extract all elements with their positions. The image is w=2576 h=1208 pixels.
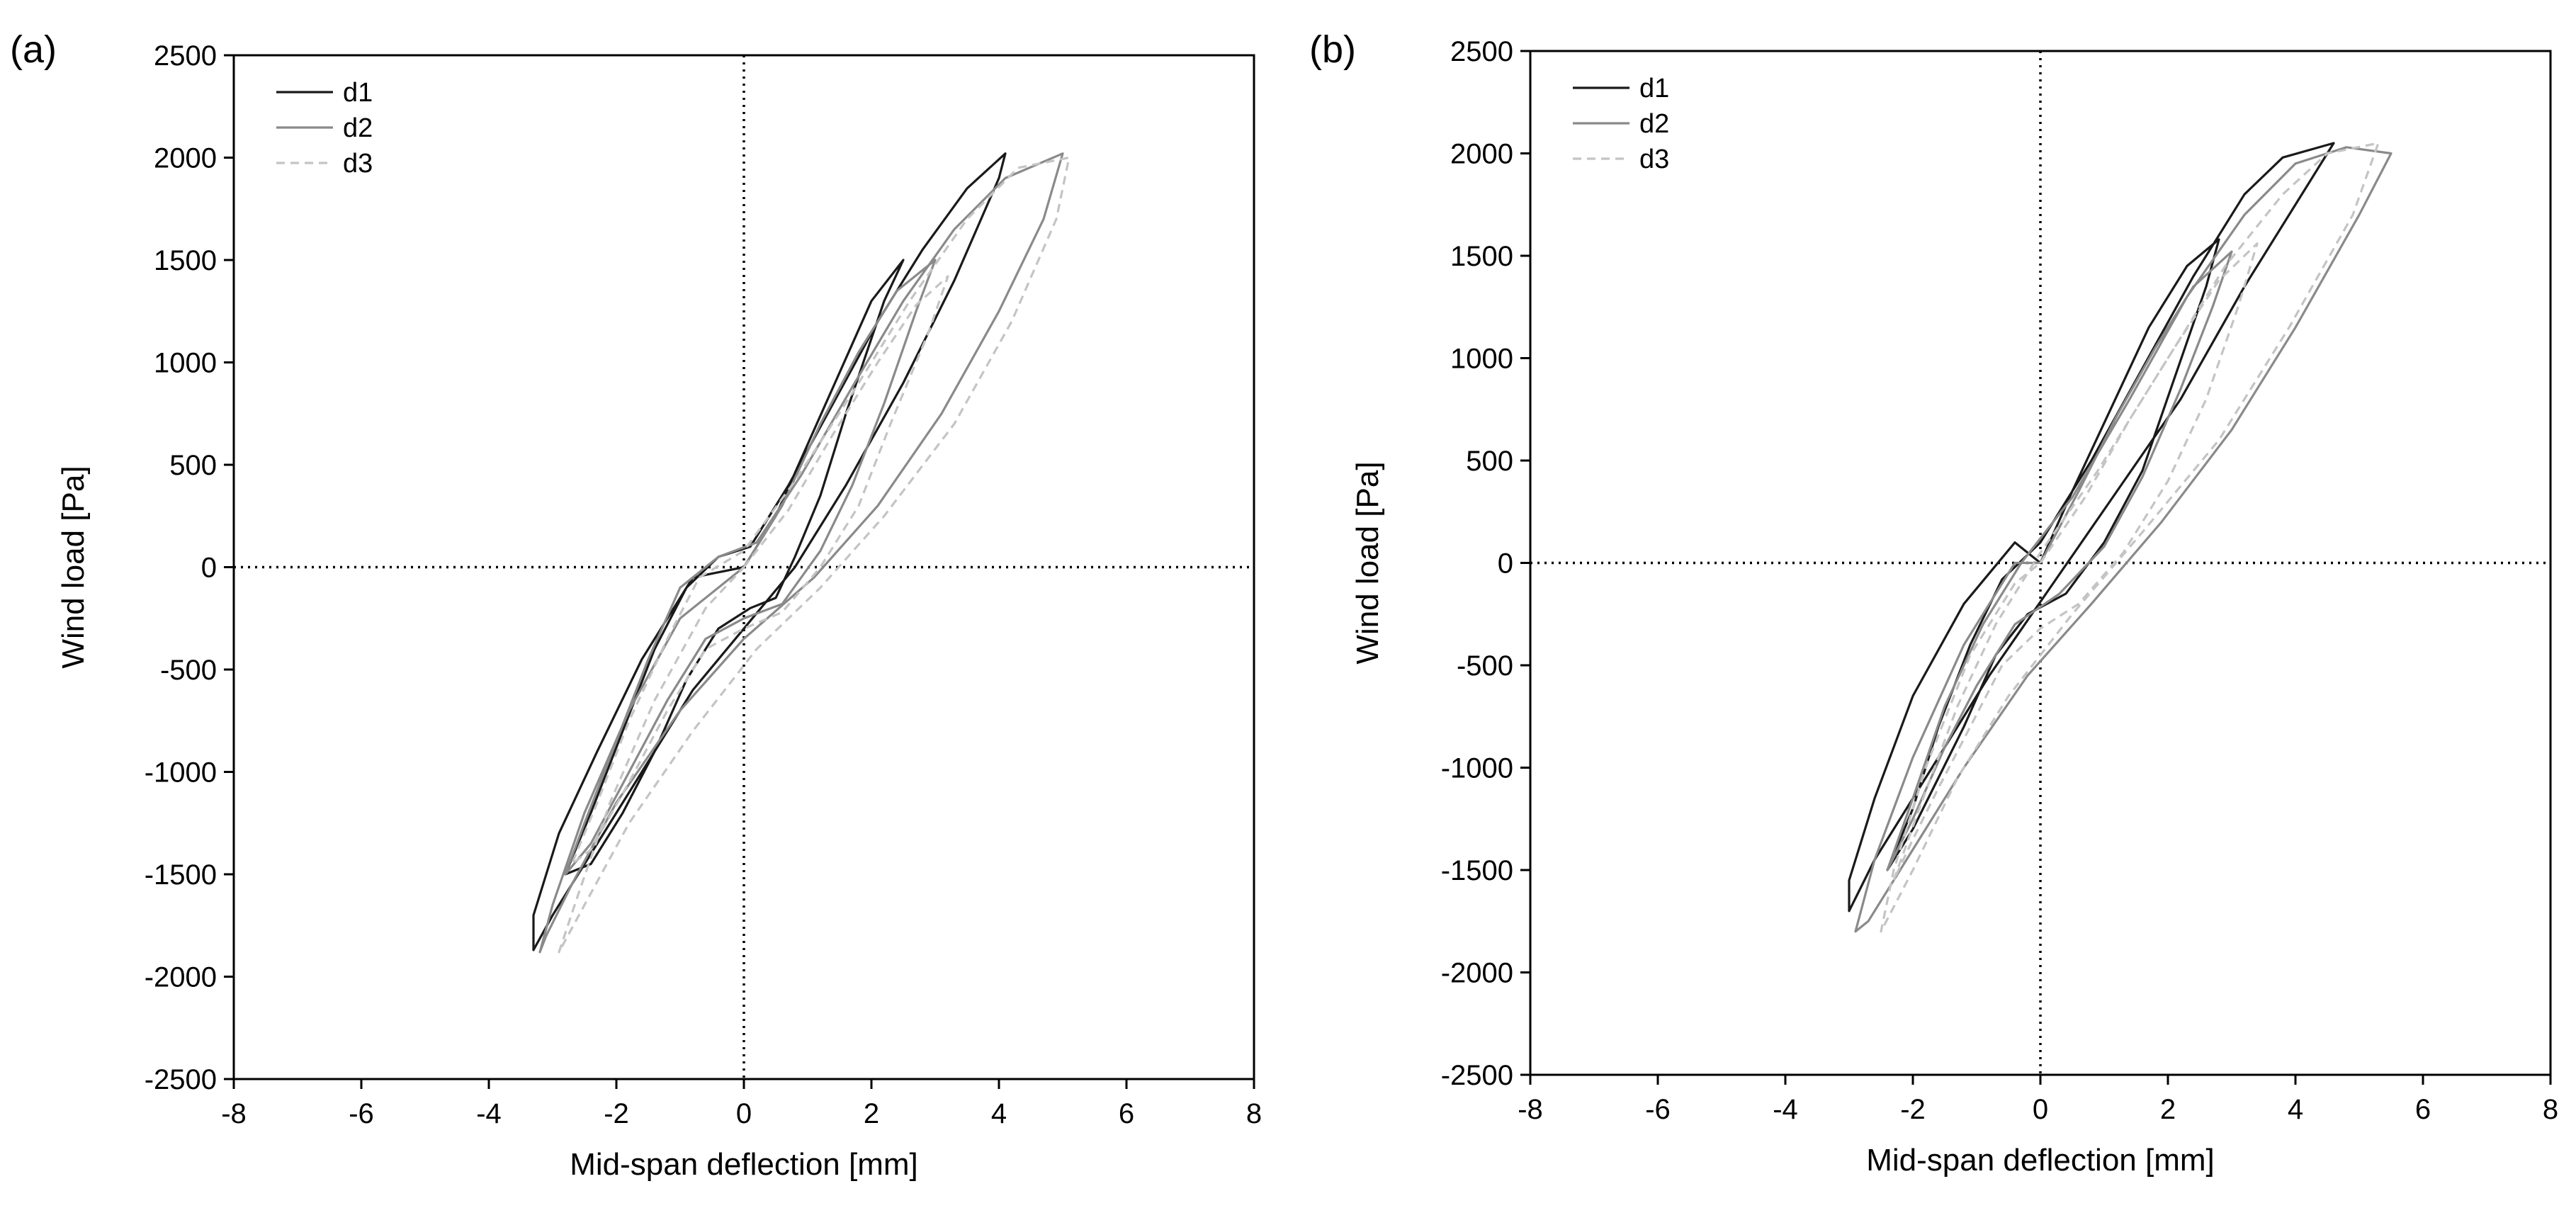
x-tick-label: -2: [604, 1098, 629, 1129]
x-tick-label: -4: [1773, 1094, 1798, 1125]
y-tick-label: -500: [160, 655, 217, 686]
y-tick-label: 500: [169, 450, 217, 481]
x-tick-label: -6: [349, 1098, 374, 1129]
y-tick-label: 1000: [1450, 344, 1513, 375]
legend-label-d1: d1: [343, 78, 373, 108]
x-axis-title: Mid-span deflection [mm]: [1866, 1143, 2215, 1178]
y-tick-label: 2500: [154, 40, 217, 72]
x-tick-label: 0: [736, 1098, 752, 1129]
y-tick-label: 0: [201, 553, 217, 584]
series-line-d1: [1848, 142, 2335, 913]
panel-label: (b): [1309, 28, 1356, 71]
series-line-d2: [538, 152, 1064, 954]
chart-panel-2: -8 -6 -4 -2 0 2 4 6 8 -2500 -2000 -1500 -1000 -500 0 50…: [1309, 28, 2558, 1178]
x-tick-label: 4: [2288, 1094, 2303, 1125]
y-tick-label: -2500: [145, 1064, 217, 1095]
x-tick-label: 2: [2160, 1094, 2176, 1125]
y-tick-label: -1000: [1441, 753, 1513, 784]
x-tick-label: -8: [221, 1098, 247, 1129]
legend-label-d1: d1: [1639, 74, 1669, 103]
y-tick-label: -2000: [1441, 958, 1513, 989]
legend-label-d3: d3: [1639, 145, 1669, 174]
x-tick-label: -6: [1645, 1094, 1671, 1125]
x-tick-label: 8: [1246, 1098, 1262, 1129]
y-tick-label: -1500: [1441, 855, 1513, 886]
y-axis-title: Wind load [Pa]: [1350, 461, 1385, 664]
series-line-d2: [1854, 146, 2393, 933]
y-tick-label: 1000: [154, 348, 217, 379]
legend-label-d3: d3: [343, 149, 373, 179]
series-line-d3: [558, 156, 1070, 954]
x-tick-label: 8: [2543, 1094, 2558, 1125]
legend-label-d2: d2: [343, 113, 373, 143]
x-tick-label: 2: [864, 1098, 879, 1129]
y-tick-label: -2000: [145, 962, 217, 993]
x-tick-label: 4: [991, 1098, 1007, 1129]
y-tick-label: 2000: [1450, 139, 1513, 170]
y-tick-label: 2000: [154, 143, 217, 174]
y-tick-label: 1500: [1450, 241, 1513, 272]
y-tick-label: -1500: [145, 859, 217, 891]
y-tick-label: -1000: [145, 757, 217, 789]
legend-label-d2: d2: [1639, 109, 1669, 139]
x-tick-label: -4: [476, 1098, 502, 1129]
y-tick-label: -500: [1457, 650, 1513, 682]
x-tick-label: 0: [2033, 1094, 2048, 1125]
y-tick-label: 1500: [154, 245, 217, 276]
x-axis-title: Mid-span deflection [mm]: [570, 1147, 918, 1182]
y-axis-title: Wind load [Pa]: [56, 465, 91, 668]
panel-label: (a): [10, 28, 57, 71]
chart-panel-1: -8 -6 -4 -2 0 2 4 6 8 -2500 -2000 -1500 -1000 -500 0 50…: [10, 28, 1262, 1182]
x-tick-label: 6: [1119, 1098, 1134, 1129]
series-line-d3: [1880, 142, 2380, 933]
x-tick-label: 6: [2415, 1094, 2431, 1125]
y-tick-label: -2500: [1441, 1060, 1513, 1091]
series-line-d1: [532, 152, 1007, 952]
y-tick-label: 2500: [1450, 36, 1513, 67]
y-tick-label: 500: [1466, 446, 1513, 477]
y-tick-label: 0: [1498, 548, 1513, 580]
x-tick-label: -2: [1900, 1094, 1926, 1125]
x-tick-label: -8: [1518, 1094, 1543, 1125]
